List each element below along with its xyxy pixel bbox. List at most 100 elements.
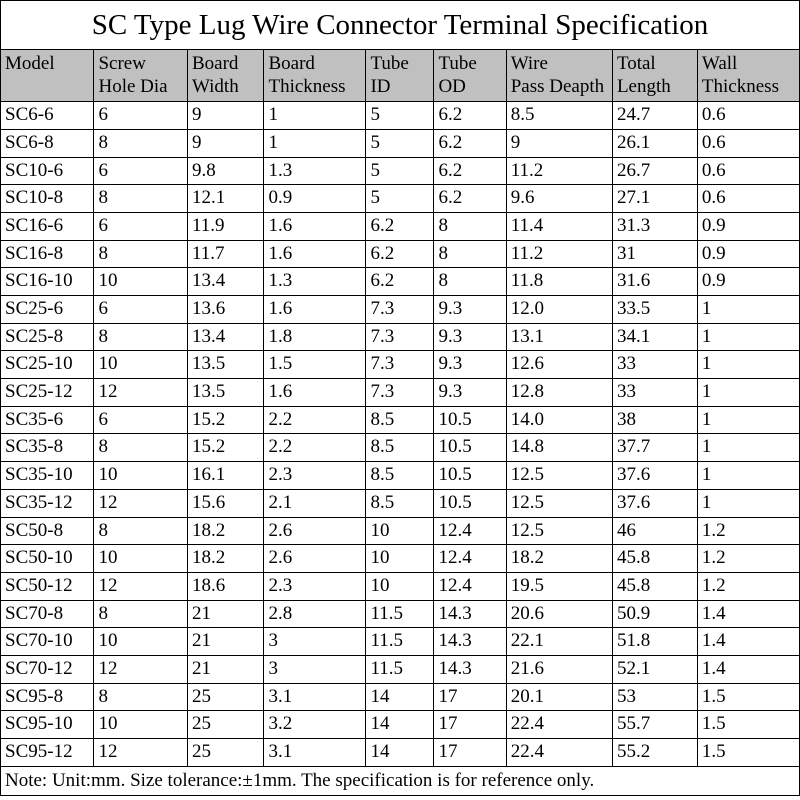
table-row: SC6-889156.2926.10.6 xyxy=(1,129,800,157)
cell: 37.7 xyxy=(612,434,697,462)
cell: 55.7 xyxy=(612,711,697,739)
col-header-5: TubeOD xyxy=(434,49,506,102)
cell: 0.9 xyxy=(697,212,799,240)
cell: 13.4 xyxy=(187,268,264,296)
table-row: SC10-8812.10.956.29.627.10.6 xyxy=(1,185,800,213)
cell: 8 xyxy=(94,129,187,157)
cell: 7.3 xyxy=(366,323,434,351)
cell: 1.5 xyxy=(697,739,799,767)
cell: 1 xyxy=(697,296,799,324)
cell: 6.2 xyxy=(366,240,434,268)
cell: 1.4 xyxy=(697,655,799,683)
col-header-4: TubeID xyxy=(366,49,434,102)
cell: 12 xyxy=(94,739,187,767)
cell: 12.5 xyxy=(506,489,612,517)
cell: 37.6 xyxy=(612,462,697,490)
cell: 8 xyxy=(94,600,187,628)
cell: 52.1 xyxy=(612,655,697,683)
cell: 10 xyxy=(94,628,187,656)
cell: 12.5 xyxy=(506,462,612,490)
table-row: SC95-1010253.2141722.455.71.5 xyxy=(1,711,800,739)
table-row: SC70-101021311.514.322.151.81.4 xyxy=(1,628,800,656)
cell: 45.8 xyxy=(612,572,697,600)
cell: 21 xyxy=(187,628,264,656)
table-row: SC70-121221311.514.321.652.11.4 xyxy=(1,655,800,683)
cell: 33 xyxy=(612,351,697,379)
cell: 10 xyxy=(366,517,434,545)
cell: 1.2 xyxy=(697,517,799,545)
table-row: SC25-6613.61.67.39.312.033.51 xyxy=(1,296,800,324)
cell: 8.5 xyxy=(366,406,434,434)
cell: 1.8 xyxy=(264,323,366,351)
cell: 14.0 xyxy=(506,406,612,434)
cell: 12.4 xyxy=(434,572,506,600)
table-row: SC50-101018.22.61012.418.245.81.2 xyxy=(1,545,800,573)
cell: 9.3 xyxy=(434,296,506,324)
cell: 5 xyxy=(366,129,434,157)
cell: 8.5 xyxy=(366,462,434,490)
cell: 25 xyxy=(187,711,264,739)
cell: 10 xyxy=(94,711,187,739)
cell: 9.6 xyxy=(506,185,612,213)
col-header-6: WirePass Deapth xyxy=(506,49,612,102)
cell: 6.2 xyxy=(434,157,506,185)
cell: 3 xyxy=(264,628,366,656)
cell: 12.8 xyxy=(506,379,612,407)
cell: 1.3 xyxy=(264,157,366,185)
cell: 21.6 xyxy=(506,655,612,683)
cell: 17 xyxy=(434,683,506,711)
table-row: SC95-88253.1141720.1531.5 xyxy=(1,683,800,711)
cell: 5 xyxy=(366,102,434,130)
cell: 8 xyxy=(434,212,506,240)
col-header-2: BoardWidth xyxy=(187,49,264,102)
cell: 1.4 xyxy=(697,600,799,628)
cell: SC50-12 xyxy=(1,572,94,600)
cell: SC10-8 xyxy=(1,185,94,213)
cell: 2.6 xyxy=(264,517,366,545)
cell: 8 xyxy=(434,240,506,268)
cell: 8 xyxy=(94,185,187,213)
cell: 6 xyxy=(94,406,187,434)
cell: 1 xyxy=(264,129,366,157)
cell: 9 xyxy=(506,129,612,157)
cell: 0.6 xyxy=(697,129,799,157)
table-row: SC50-8818.22.61012.412.5461.2 xyxy=(1,517,800,545)
cell: 6 xyxy=(94,157,187,185)
cell: 1 xyxy=(697,462,799,490)
cell: 22.1 xyxy=(506,628,612,656)
cell: 10 xyxy=(94,545,187,573)
cell: SC95-10 xyxy=(1,711,94,739)
table-row: SC95-1212253.1141722.455.21.5 xyxy=(1,739,800,767)
cell: 26.1 xyxy=(612,129,697,157)
cell: 0.9 xyxy=(697,240,799,268)
cell: 2.3 xyxy=(264,572,366,600)
table-row: SC25-121213.51.67.39.312.8331 xyxy=(1,379,800,407)
cell: 11.2 xyxy=(506,240,612,268)
cell: SC6-6 xyxy=(1,102,94,130)
cell: 1 xyxy=(697,434,799,462)
cell: 8 xyxy=(94,517,187,545)
cell: 7.3 xyxy=(366,351,434,379)
cell: 8 xyxy=(94,683,187,711)
table-row: SC10-669.81.356.211.226.70.6 xyxy=(1,157,800,185)
cell: 12 xyxy=(94,489,187,517)
col-header-7: TotalLength xyxy=(612,49,697,102)
cell: 46 xyxy=(612,517,697,545)
cell: 3.1 xyxy=(264,739,366,767)
cell: 1.3 xyxy=(264,268,366,296)
cell: 12.1 xyxy=(187,185,264,213)
cell: 9 xyxy=(187,129,264,157)
cell: 26.7 xyxy=(612,157,697,185)
cell: 18.2 xyxy=(506,545,612,573)
cell: 6.2 xyxy=(366,212,434,240)
cell: 1.4 xyxy=(697,628,799,656)
cell: SC50-8 xyxy=(1,517,94,545)
cell: 6 xyxy=(94,296,187,324)
cell: SC6-8 xyxy=(1,129,94,157)
cell: 0.9 xyxy=(264,185,366,213)
spec-table: SC Type Lug Wire Connector Terminal Spec… xyxy=(0,0,800,796)
cell: 9.3 xyxy=(434,323,506,351)
table-row: SC70-88212.811.514.320.650.91.4 xyxy=(1,600,800,628)
cell: 55.2 xyxy=(612,739,697,767)
cell: 14 xyxy=(366,739,434,767)
